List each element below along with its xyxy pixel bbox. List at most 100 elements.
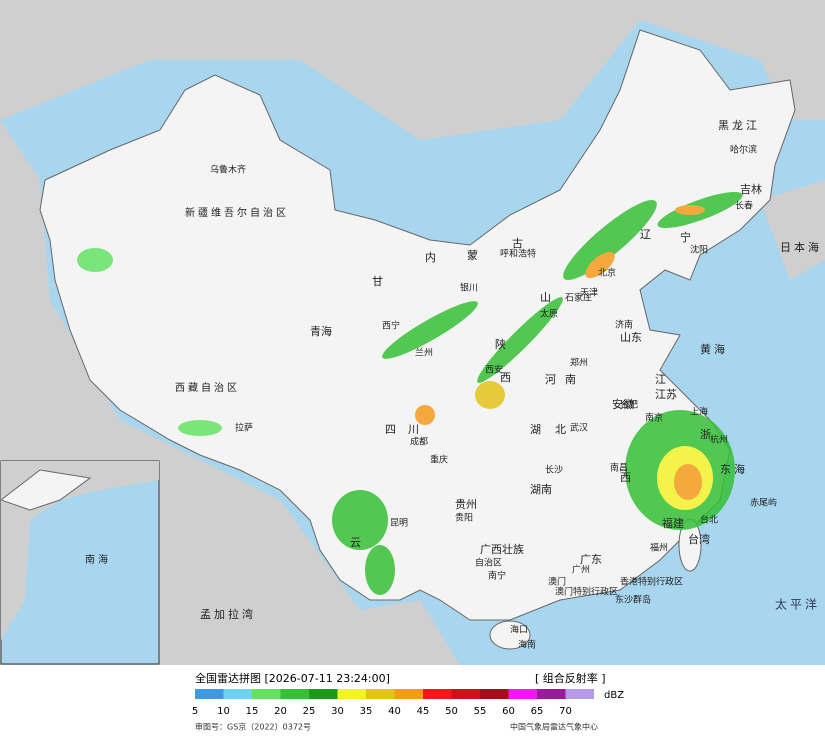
- place-label: 蒙: [467, 249, 478, 262]
- place-label: 台北: [700, 514, 718, 526]
- radar-echo: [365, 545, 395, 595]
- place-label: 天津: [580, 288, 598, 299]
- place-label: 广西壮族: [480, 542, 524, 556]
- radar-echo: [563, 199, 657, 281]
- legend-tick-label: 60: [502, 706, 515, 717]
- legend-swatch: [508, 689, 537, 699]
- radar-echo: [475, 381, 505, 409]
- legend-swatch: [565, 689, 594, 699]
- place-label: 浙: [700, 428, 711, 441]
- legend-tick-label: 40: [388, 706, 401, 717]
- legend-swatch: [451, 689, 480, 699]
- place-label: 西宁: [382, 320, 400, 332]
- place-label: 赤尾屿: [750, 498, 777, 509]
- place-label: 古: [512, 237, 523, 250]
- place-label: 福建: [662, 516, 684, 530]
- radar-echo: [674, 464, 702, 500]
- place-label: 银川: [460, 282, 478, 294]
- place-label: 长沙: [545, 464, 563, 476]
- place-label: 杭州: [710, 434, 728, 446]
- legend-tick-label: 25: [303, 706, 316, 717]
- place-label: 南宁: [488, 570, 506, 582]
- place-label: 北: [555, 423, 566, 436]
- color-legend: 5 10 15 20 25 30 35 40 45 50 55 60 65 70: [192, 689, 594, 717]
- place-label: 合肥: [620, 399, 638, 411]
- radar-echo: [382, 301, 478, 359]
- legend-swatch: [480, 689, 509, 699]
- legend-tick-label: 20: [274, 706, 287, 717]
- place-label: 内: [425, 250, 436, 264]
- place-label: 乌鲁木齐: [210, 164, 246, 176]
- place-label: 吉林: [740, 182, 762, 196]
- place-label: 南: [565, 373, 576, 386]
- place-label: 兰州: [415, 347, 433, 359]
- place-label: 东沙群岛: [615, 594, 651, 606]
- legend-swatch: [223, 689, 252, 699]
- place-label: 成都: [410, 436, 428, 448]
- place-label: 济南: [615, 319, 633, 331]
- china-outline: [39, 29, 796, 621]
- place-label: 孟加拉湾: [200, 607, 256, 621]
- place-label: 河: [545, 373, 556, 386]
- place-label: 石家庄: [565, 292, 592, 304]
- place-label: 福州: [650, 542, 668, 554]
- place-label: 青海: [310, 324, 332, 338]
- place-label: 四: [385, 423, 396, 436]
- radar-echo: [585, 251, 615, 279]
- place-label: 海口: [510, 624, 528, 636]
- place-label: 贵阳: [455, 512, 473, 524]
- place-label: 新疆维吾尔自治区: [185, 206, 289, 219]
- place-label: 江苏: [655, 388, 677, 401]
- legend-swatch: [195, 689, 224, 699]
- place-label: 黄海: [700, 342, 728, 356]
- place-label: 湖南: [530, 483, 552, 496]
- place-label: 昆明: [390, 518, 408, 529]
- legend-tick-label: 45: [417, 706, 430, 717]
- place-label: 呼和浩特: [500, 248, 536, 260]
- place-label: 山: [540, 291, 551, 304]
- legend-swatch: [252, 689, 281, 699]
- hainan: [489, 620, 531, 650]
- place-label: 南海: [85, 553, 111, 566]
- inset-south-china-sea: [0, 460, 160, 665]
- place-label: 黑龙江: [718, 119, 760, 132]
- radar-echo: [477, 297, 563, 383]
- legend-swatch: [309, 689, 338, 699]
- place-label: 云: [350, 536, 361, 549]
- radar-echo: [178, 420, 222, 436]
- place-label: 海南: [518, 639, 536, 651]
- place-label: 南京: [645, 412, 663, 424]
- place-label: 西安: [485, 364, 503, 376]
- legend-swatch: [337, 689, 366, 699]
- place-label: 川: [408, 423, 419, 436]
- legend-tick-label: 65: [531, 706, 544, 717]
- place-label: 武汉: [570, 422, 588, 434]
- radar-echo: [77, 248, 113, 272]
- legend-swatch: [394, 689, 423, 699]
- place-label: 重庆: [430, 454, 448, 466]
- neighbor-land: [760, 180, 825, 280]
- place-label: 辽: [640, 228, 651, 241]
- place-label: 自治区: [475, 557, 502, 569]
- place-label: 台湾: [688, 532, 710, 546]
- legend-tick-label: 5: [192, 706, 198, 717]
- neighbor-land: [0, 0, 825, 140]
- place-label: 太原: [540, 308, 558, 320]
- place-label: 安徽: [612, 397, 634, 411]
- legend-swatch: [280, 689, 309, 699]
- place-label: 宁: [680, 230, 691, 244]
- inset-china: [0, 469, 92, 511]
- place-label: 澳门特别行政区: [555, 586, 618, 598]
- place-label: 广东: [580, 553, 602, 566]
- place-label: 上海: [690, 406, 708, 418]
- place-label: 哈尔滨: [730, 144, 757, 156]
- place-label: 太平洋: [775, 597, 820, 612]
- radar-echo: [332, 490, 388, 550]
- legend-tick-label: 35: [360, 706, 373, 717]
- legend-swatch: [423, 689, 452, 699]
- place-label: 陕: [495, 337, 506, 351]
- legend-tick-label: 30: [331, 706, 344, 717]
- place-label: 拉萨: [235, 422, 253, 434]
